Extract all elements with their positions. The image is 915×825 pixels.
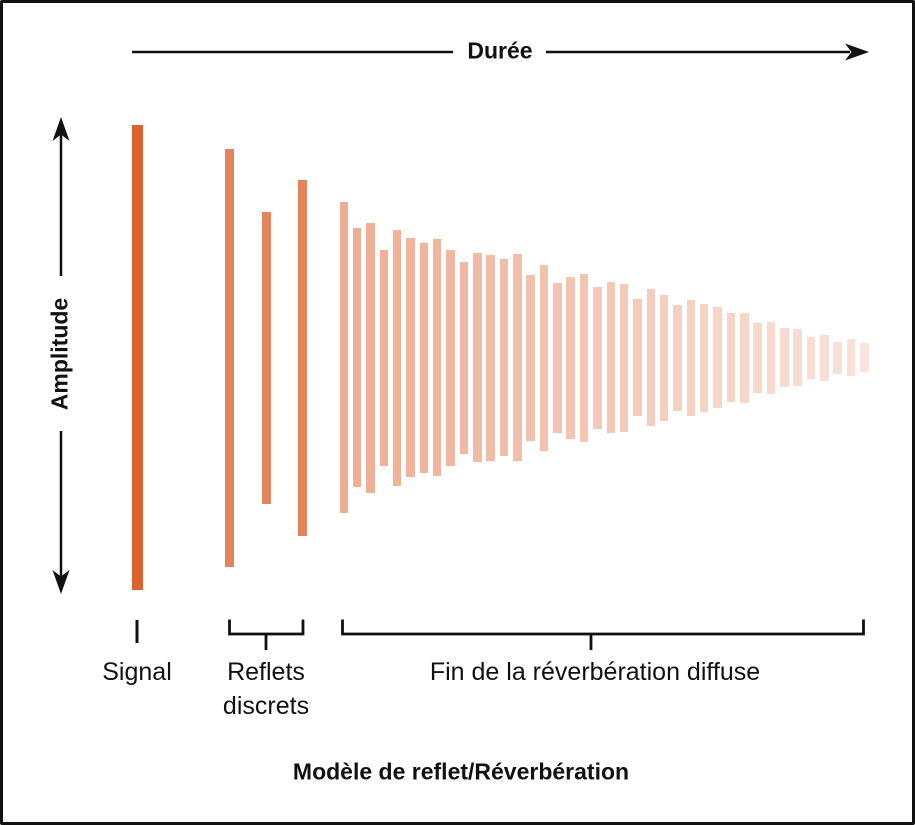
reverb-tail-bar <box>820 334 829 381</box>
reverb-tail-bar <box>419 242 429 473</box>
reverb-tail-bar <box>432 239 442 476</box>
reverb-tail-bar <box>659 294 669 421</box>
reverb-tail-bar <box>846 339 856 376</box>
reverb-tail-bar <box>486 254 495 461</box>
reverb-tail-bar <box>392 229 402 486</box>
reverb-tail-bar <box>513 254 522 461</box>
reverb-tail-bar <box>593 286 602 429</box>
reverb-tail-bar <box>713 307 722 408</box>
signal-label: Signal <box>102 658 172 686</box>
reverb-tail-bar <box>699 303 709 412</box>
amplitude-axis-label: Amplitude <box>46 297 73 411</box>
reverb-tail-bar <box>526 274 535 441</box>
reverb-tail-bar <box>633 299 642 416</box>
diffuse-tail-label: Fin de la réverbération diffuse <box>429 658 761 686</box>
reverb-tail-bar <box>753 322 762 393</box>
discrete-reflections-label: Reflets discrets <box>223 655 309 723</box>
bars-layer <box>3 3 912 822</box>
reverb-tail-bar <box>726 313 736 402</box>
reverb-tail-bar <box>539 264 549 451</box>
reverb-tail-bar <box>686 299 696 416</box>
reflection-bar <box>261 211 271 504</box>
reverb-tail-bar <box>673 304 682 411</box>
reverb-tail-bar <box>806 336 816 379</box>
reverb-tail-bar <box>406 238 415 477</box>
reverb-tail-bar <box>339 202 348 513</box>
reverb-tail-bar <box>646 289 656 426</box>
reverb-tail-bar <box>366 222 375 493</box>
reflection-bar <box>298 179 307 536</box>
reverb-tail-bar <box>766 321 776 394</box>
reverb-tail-bar <box>619 283 629 432</box>
reverb-tail-bar <box>446 249 455 466</box>
diagram-title: Modèle de reflet/Réverbération <box>292 758 630 785</box>
discrete-reflections-label-line1: Reflets <box>227 658 305 686</box>
reverb-tail-bar <box>553 282 562 433</box>
reverb-tail-bar <box>740 312 749 403</box>
reverb-tail-bar <box>793 329 802 386</box>
reverb-tail-bar <box>473 253 482 462</box>
reverb-tail-bar <box>860 343 869 372</box>
reverb-tail-bar <box>352 228 362 487</box>
reverb-tail-bar <box>379 249 389 466</box>
reverb-tail-bar <box>833 341 842 374</box>
reverb-tail-bar <box>566 276 575 439</box>
reverb-tail-bar <box>579 273 589 442</box>
discrete-reflections-label-line2: discrets <box>222 692 310 720</box>
reverb-tail-bar <box>606 282 615 433</box>
reverb-tail-bar <box>459 261 469 454</box>
signal-bar <box>132 125 143 590</box>
reflection-bar <box>224 148 234 567</box>
reverb-tail-bar <box>499 259 509 456</box>
reverb-tail-bar <box>780 328 789 387</box>
duration-axis-label: Durée <box>467 37 533 64</box>
